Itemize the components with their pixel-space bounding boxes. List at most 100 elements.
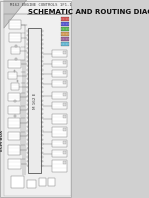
Bar <box>42 139 43 140</box>
Bar <box>42 69 43 71</box>
Bar <box>42 65 43 66</box>
Bar <box>39 178 46 186</box>
Bar <box>63 93 66 96</box>
Bar <box>27 56 28 58</box>
Bar <box>27 130 28 131</box>
Bar <box>11 83 19 90</box>
Bar <box>27 74 28 75</box>
Bar <box>8 145 20 155</box>
Polygon shape <box>4 0 27 28</box>
Bar <box>14 70 15 72</box>
Bar <box>27 126 28 127</box>
Bar <box>8 132 20 140</box>
Bar <box>61 22 69 26</box>
Text: M162 ENGINE CONTROLS 1F1-1: M162 ENGINE CONTROLS 1F1-1 <box>10 3 71 7</box>
Bar <box>61 42 69 46</box>
Bar <box>52 114 67 124</box>
Bar <box>27 100 28 101</box>
Bar <box>42 148 43 149</box>
Text: M 162 E: M 162 E <box>33 92 37 109</box>
Bar <box>42 30 43 32</box>
Bar <box>42 74 43 75</box>
Bar <box>42 135 43 136</box>
Bar <box>63 103 66 106</box>
Bar <box>61 27 69 31</box>
Bar <box>9 33 21 42</box>
Bar <box>52 60 67 67</box>
Bar <box>42 152 43 153</box>
Bar <box>14 115 16 117</box>
Bar <box>27 48 28 49</box>
Bar <box>42 122 43 123</box>
Bar <box>42 117 43 118</box>
Bar <box>8 72 17 79</box>
Bar <box>27 122 28 123</box>
Bar <box>42 87 43 88</box>
Bar <box>27 117 28 118</box>
Bar <box>42 43 43 45</box>
Bar <box>27 109 28 110</box>
Bar <box>27 61 28 62</box>
Bar <box>42 165 43 166</box>
Bar <box>52 127 67 137</box>
Bar <box>27 35 28 36</box>
Bar <box>27 139 28 140</box>
Bar <box>61 32 69 36</box>
Bar <box>27 78 28 79</box>
Bar <box>42 56 43 58</box>
Bar <box>8 159 21 169</box>
Bar <box>42 143 43 145</box>
Bar <box>42 113 43 114</box>
Bar <box>27 87 28 88</box>
Bar <box>27 152 28 153</box>
Bar <box>27 113 28 114</box>
Bar <box>8 106 20 114</box>
Bar <box>42 48 43 49</box>
Bar <box>27 135 28 136</box>
Bar <box>42 130 43 131</box>
Bar <box>27 39 28 40</box>
Bar <box>27 180 36 188</box>
Bar <box>52 92 67 99</box>
Bar <box>42 104 43 106</box>
Bar <box>8 93 20 101</box>
Bar <box>27 161 28 162</box>
Bar <box>63 128 66 131</box>
Bar <box>14 100 16 102</box>
Bar <box>63 61 66 64</box>
Bar <box>52 80 67 87</box>
Bar <box>52 50 67 57</box>
Bar <box>63 81 66 84</box>
Bar <box>11 47 20 54</box>
Bar <box>11 176 24 188</box>
Bar <box>28 28 42 173</box>
Bar <box>42 126 43 127</box>
Bar <box>15 58 17 60</box>
Bar <box>27 165 28 166</box>
Bar <box>27 83 28 84</box>
Bar <box>63 51 66 54</box>
Bar <box>63 71 66 74</box>
Bar <box>27 43 28 45</box>
Bar <box>27 69 28 71</box>
Bar <box>42 109 43 110</box>
Bar <box>52 160 67 172</box>
Bar <box>8 60 21 68</box>
Bar <box>27 156 28 158</box>
Bar <box>42 96 43 97</box>
Bar <box>42 161 43 162</box>
Bar <box>42 61 43 62</box>
Bar <box>27 30 28 32</box>
Bar <box>27 91 28 92</box>
Bar <box>52 140 67 147</box>
Bar <box>42 52 43 53</box>
Bar <box>63 151 66 154</box>
Bar <box>63 115 66 118</box>
Bar <box>63 141 66 144</box>
Text: SCHEMATIC AND ROUTING DIAGRAMS: SCHEMATIC AND ROUTING DIAGRAMS <box>28 9 149 15</box>
Bar <box>27 104 28 106</box>
Bar <box>42 83 43 84</box>
Bar <box>27 148 28 149</box>
Bar <box>27 143 28 145</box>
Bar <box>42 156 43 158</box>
